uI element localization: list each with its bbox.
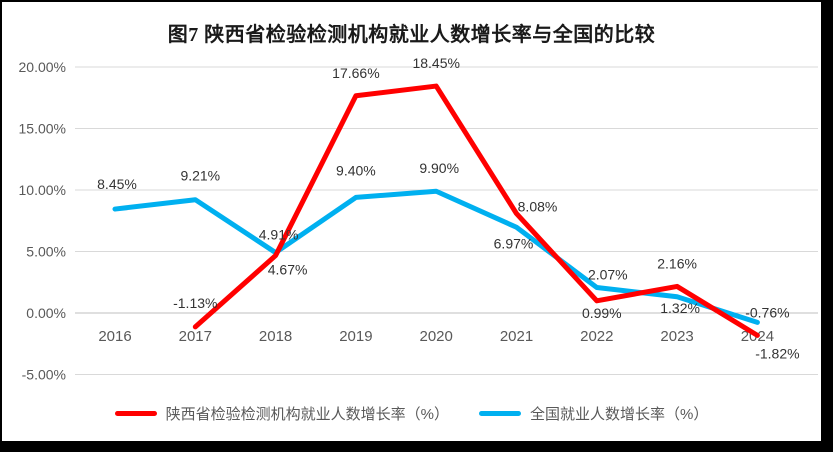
data-label-national: 1.32% [660, 300, 700, 316]
chart-background [2, 2, 821, 441]
data-label-shaanxi: 8.08% [518, 199, 558, 215]
legend-item-shaanxi: 陕西省检验检测机构就业人数增长率（%） [114, 403, 449, 424]
data-label-national: 9.40% [336, 162, 376, 178]
chart-legend: 陕西省检验检测机构就业人数增长率（%） 全国就业人数增长率（%） [2, 403, 821, 424]
x-axis-category-label: 2021 [500, 328, 533, 345]
data-label-national: 9.21% [180, 168, 220, 184]
series-line-shaanxi [192, 83, 760, 338]
data-label-shaanxi: 18.45% [412, 55, 459, 71]
data-label-shaanxi: 0.99% [582, 305, 622, 321]
legend-label-shaanxi: 陕西省检验检测机构就业人数增长率（%） [165, 406, 449, 423]
x-axis-category-label: 2019 [339, 328, 372, 345]
data-label-shaanxi: -1.13% [173, 295, 217, 311]
x-axis-category-label: 2020 [420, 328, 453, 345]
data-label-shaanxi: 2.16% [657, 255, 697, 271]
x-axis-category-label: 2023 [660, 328, 693, 345]
data-label-national: 9.90% [419, 160, 459, 176]
data-label-shaanxi: -1.82% [755, 345, 799, 361]
data-label-shaanxi: 17.66% [332, 65, 379, 81]
y-axis-tick-label: 20.00% [19, 59, 66, 75]
data-label-national: 6.97% [494, 235, 534, 251]
y-axis-tick-label: 5.00% [26, 244, 66, 260]
shaanxi-series-line-swatch [114, 411, 157, 416]
y-axis-tick-label: -5.00% [22, 367, 66, 383]
data-label-national: -0.76% [745, 304, 789, 320]
y-axis-tick-label: 10.00% [19, 182, 66, 198]
data-label-national: 4.91% [259, 227, 299, 243]
data-label-national: 2.07% [588, 267, 628, 283]
y-axis-tick-label: 15.00% [19, 121, 66, 137]
data-label-national: 8.45% [97, 176, 137, 192]
x-axis-category-label: 2016 [98, 328, 131, 345]
x-axis-category-label: 2022 [580, 328, 613, 345]
legend-item-national: 全国就业人数增长率（%） [479, 403, 708, 424]
x-axis-category-label: 2018 [259, 328, 292, 345]
legend-label-national: 全国就业人数增长率（%） [530, 406, 709, 423]
data-label-shaanxi: 4.67% [268, 262, 308, 278]
chart-title: 图7 陕西省检验检测机构就业人数增长率与全国的比较 [167, 24, 656, 46]
national-series-line-swatch [479, 411, 521, 416]
y-axis-tick-label: 0.00% [26, 305, 66, 321]
x-axis-category-label: 2017 [179, 328, 212, 345]
